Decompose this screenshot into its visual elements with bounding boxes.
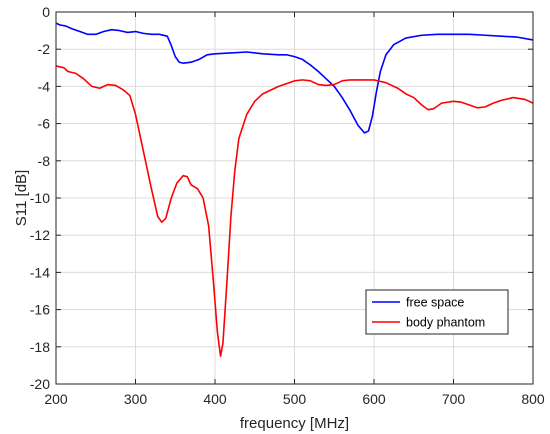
- legend: free space body phantom: [365, 289, 509, 335]
- x-tick-label: 200: [44, 391, 68, 407]
- y-tick-label: -8: [38, 153, 51, 169]
- x-axis-label: frequency [MHz]: [240, 415, 349, 432]
- x-ticks: 200 300 400 500 600 700 800: [44, 12, 545, 407]
- legend-box: [365, 289, 509, 335]
- y-tick-label: -6: [38, 116, 51, 132]
- series-line-free-space: [55, 22, 534, 134]
- x-tick-label: 300: [124, 391, 148, 407]
- x-tick-label: 500: [283, 391, 307, 407]
- y-tick-label: -20: [30, 376, 50, 392]
- y-tick-label: -12: [30, 227, 50, 243]
- y-tick-label: -14: [30, 264, 50, 280]
- series-lines: [55, 22, 534, 357]
- legend-label: body phantom: [406, 316, 485, 330]
- legend-label: free space: [406, 296, 464, 310]
- y-tick-label: -4: [38, 78, 51, 94]
- y-axis-label: S11 [dB]: [13, 170, 30, 226]
- y-ticks: 0 -2 -4 -6 -8 -10 -12 -14 -16 -18 -20: [30, 4, 533, 392]
- x-tick-label: 600: [362, 391, 386, 407]
- y-tick-label: -18: [30, 339, 50, 355]
- x-tick-label: 800: [521, 391, 545, 407]
- x-tick-label: 400: [203, 391, 227, 407]
- y-tick-label: -2: [38, 41, 51, 57]
- y-tick-label: -16: [30, 302, 50, 318]
- y-tick-label: 0: [42, 4, 50, 20]
- x-tick-label: 700: [442, 391, 466, 407]
- y-tick-label: -10: [30, 190, 50, 206]
- series-line-body-phantom: [55, 65, 534, 357]
